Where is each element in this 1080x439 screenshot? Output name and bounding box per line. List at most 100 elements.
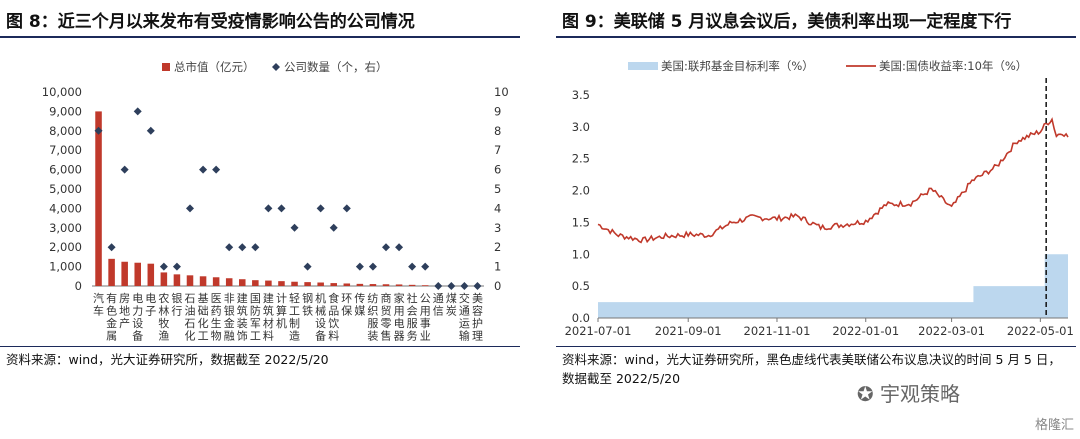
bar-24 <box>408 284 416 286</box>
bar-13 <box>265 280 272 286</box>
scatter-point-12 <box>251 243 260 252</box>
scatter-point-21 <box>368 262 377 271</box>
category-label-25: 公用事业 <box>420 292 431 343</box>
scatter-point-3 <box>133 107 142 116</box>
left-y-tick: 1,000 <box>49 260 82 274</box>
category-label-26: 通信 <box>433 292 444 318</box>
bar-5 <box>160 272 168 286</box>
left-source-note: 资料来源：wind，光大证券研究所，数据截至 2022/5/20 <box>6 352 329 367</box>
right-source-line-1: 资料来源：wind，光大证券研究所，黑色虚线代表美联储公布议息决议的时间 5 月… <box>562 352 1061 367</box>
category-label-17: 机械设备 <box>315 291 326 343</box>
right-title-rule <box>556 36 1076 38</box>
scatter-point-0 <box>94 126 103 135</box>
right-chart-title: 图 9：美联储 5 月议息会议后，美债利率出现一定程度下行 <box>562 12 1012 32</box>
scatter-point-20 <box>355 262 364 271</box>
category-label-12: 国防军工 <box>250 292 261 343</box>
scatter-point-24 <box>408 262 417 271</box>
legend-line-label: 美国:国债收益率:10年（%） <box>879 59 1027 73</box>
y-tick: 3.5 <box>572 88 590 102</box>
scatter-point-2 <box>120 165 129 174</box>
category-label-15: 轻工制造 <box>289 291 300 343</box>
scatter-point-6 <box>172 262 181 271</box>
category-label-0: 汽车 <box>93 291 104 318</box>
bar-19 <box>343 283 351 286</box>
category-label-23: 家用电器 <box>394 291 405 343</box>
scatter-point-11 <box>238 243 247 252</box>
category-label-1: 有色金属 <box>106 291 117 343</box>
legend-area-label: 美国:联邦基金目标利率（%） <box>661 59 814 73</box>
category-label-19: 环保 <box>341 292 352 318</box>
scatter-point-4 <box>146 126 155 135</box>
wechat-icon: ✪ <box>856 382 874 406</box>
scatter-point-25 <box>421 262 430 271</box>
bar-22 <box>382 284 390 286</box>
x-tick-label: 2022-05-01 <box>1007 324 1074 338</box>
bar-17 <box>317 282 324 286</box>
scatter-point-27 <box>447 282 456 290</box>
treasury-10y-line <box>597 117 1069 244</box>
x-tick-label: 2021-09-01 <box>655 324 722 338</box>
legend-scatter-swatch <box>272 63 280 71</box>
right-source-note: 资料来源：wind，光大证券研究所，黑色虚线代表美联储公布议息决议的时间 5 月… <box>562 350 1061 388</box>
left-y-tick: 9,000 <box>49 104 82 118</box>
bar-10 <box>225 278 233 286</box>
right-source-rule <box>556 346 1076 347</box>
legend-area-swatch <box>628 62 658 70</box>
watermark-logo: 格隆汇 <box>1034 418 1074 433</box>
left-y-tick: 2,000 <box>49 240 82 254</box>
x-tick-label: 2022-03-01 <box>918 324 985 338</box>
right-y-tick: 5 <box>494 182 501 196</box>
y-tick: 0.0 <box>572 311 590 325</box>
bar-4 <box>147 263 155 286</box>
bar-23 <box>395 284 403 286</box>
scatter-point-29 <box>473 282 482 290</box>
bar-14 <box>278 281 285 286</box>
left-panel: 图 8：近三个月以来发布有受疫情影响公告的公司情况 总市值（亿元） 公司数量（个，… <box>0 0 520 439</box>
category-label-3: 电力设备 <box>132 292 143 343</box>
y-tick: 2.5 <box>572 152 590 166</box>
category-label-8: 基础化工 <box>198 292 209 343</box>
y-tick: 2.0 <box>572 184 590 198</box>
right-y-tick: 1 <box>494 260 501 274</box>
category-label-22: 商贸零售 <box>381 291 392 343</box>
category-label-2: 房地产 <box>119 292 130 330</box>
bar-12 <box>252 280 259 286</box>
scatter-point-8 <box>199 165 208 174</box>
legend-bar-swatch <box>162 63 170 71</box>
category-label-6: 银行 <box>171 291 182 318</box>
right-y-tick: 7 <box>494 143 501 157</box>
right-y-tick: 6 <box>494 163 501 177</box>
category-label-7: 石油石化 <box>185 292 196 343</box>
bar-11 <box>239 279 246 286</box>
category-label-24: 社会服务 <box>407 291 418 343</box>
scatter-point-15 <box>290 223 299 232</box>
bar-16 <box>304 282 311 286</box>
left-y-tick: 7,000 <box>49 143 82 157</box>
right-y-tick: 0 <box>494 279 501 293</box>
scatter-point-19 <box>342 204 351 213</box>
x-tick-label: 2021-11-01 <box>744 324 811 338</box>
bar-1 <box>108 258 115 286</box>
left-y-tick: 8,000 <box>49 124 82 138</box>
bar-15 <box>291 281 298 286</box>
scatter-point-14 <box>277 204 286 213</box>
left-chart: 总市值（亿元） 公司数量（个，右） 0 1,000 2,000 3,000 4,000 5,0… <box>42 60 509 343</box>
category-label-29: 美容护理 <box>472 292 483 343</box>
left-y-tick: 0 <box>75 279 82 293</box>
left-chart-title: 图 8：近三个月以来发布有受疫情影响公告的公司情况 <box>6 12 415 32</box>
bar-21 <box>369 284 377 286</box>
left-y-tick: 5,000 <box>49 182 82 196</box>
right-source-line-2: 数据截至 2022/5/20 <box>562 371 681 386</box>
scatter-point-17 <box>316 204 325 213</box>
bar-9 <box>212 277 220 286</box>
legend-scatter-label: 公司数量（个，右） <box>284 60 388 74</box>
right-chart: 美国:联邦基金目标利率（%） 美国:国债收益率:10年（%） 0.0 0.5 1.0 1.… <box>565 59 1074 338</box>
scatter-point-23 <box>395 243 404 252</box>
bar-25 <box>421 285 429 286</box>
bar-0 <box>95 111 102 287</box>
bar-3 <box>134 262 141 286</box>
scatter-point-1 <box>107 243 116 252</box>
scatter-point-22 <box>382 243 390 252</box>
bar-2 <box>121 261 128 286</box>
scatter-point-7 <box>186 204 194 213</box>
